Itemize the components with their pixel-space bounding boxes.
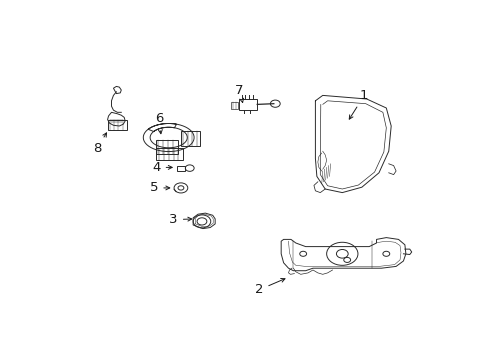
Text: 8: 8 — [92, 133, 106, 155]
Text: 5: 5 — [149, 181, 169, 194]
Bar — [238, 99, 257, 110]
Bar — [156, 148, 183, 160]
Polygon shape — [143, 123, 194, 152]
Text: 2: 2 — [254, 279, 285, 296]
Bar — [155, 140, 177, 154]
Text: 4: 4 — [152, 161, 172, 174]
Bar — [230, 102, 238, 109]
Polygon shape — [107, 112, 125, 126]
Polygon shape — [193, 213, 215, 229]
Bar — [181, 131, 199, 146]
Bar — [177, 166, 184, 171]
Bar — [107, 120, 127, 130]
Text: 6: 6 — [154, 112, 163, 134]
Polygon shape — [281, 238, 405, 271]
Text: 1: 1 — [348, 89, 368, 119]
Text: 3: 3 — [169, 213, 191, 226]
Text: 7: 7 — [235, 84, 244, 103]
Polygon shape — [113, 86, 121, 94]
